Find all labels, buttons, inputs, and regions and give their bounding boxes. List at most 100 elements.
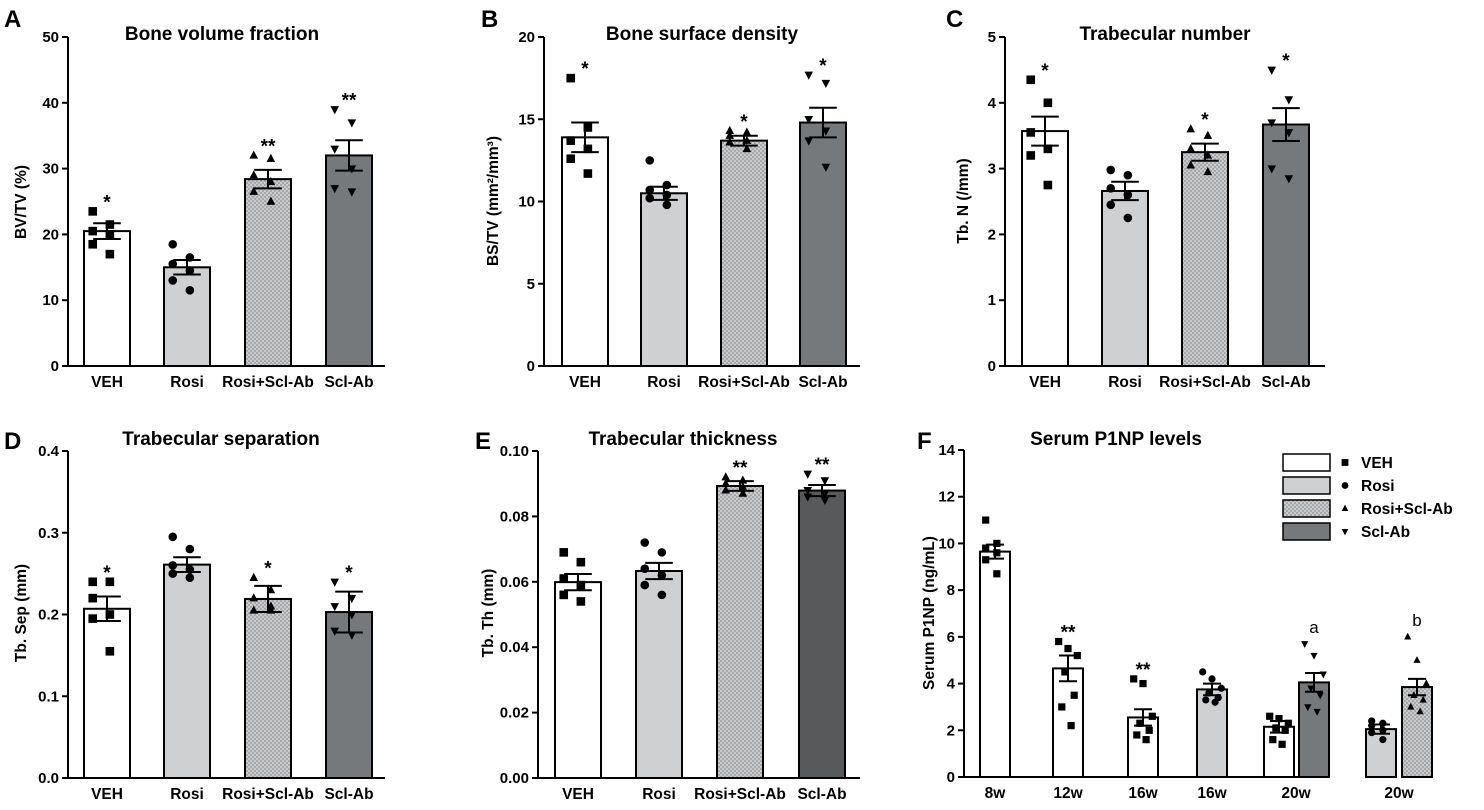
legend-label: Rosi+Scl-Ab: [1361, 501, 1453, 518]
data-point: [1070, 691, 1078, 699]
data-point: [1106, 200, 1116, 210]
bar: [1365, 728, 1397, 778]
significance-label: a: [1309, 618, 1319, 637]
bar: [1401, 686, 1433, 779]
x-tick-label: Rosi+Scl-Ab: [222, 786, 314, 803]
y-tick-label: 0.1: [38, 688, 59, 705]
data-point: [105, 610, 115, 619]
x-tick-label: Rosi: [170, 374, 204, 391]
y-tick-label: 5: [527, 276, 535, 293]
x-tick-label: Scl-Ab: [324, 374, 373, 391]
data-point: [1055, 637, 1063, 646]
bar: [1181, 151, 1229, 367]
data-point: [347, 188, 357, 197]
chart-title: Trabecular separation: [122, 429, 319, 450]
data-point: [1148, 712, 1156, 720]
y-tick-label: 2: [988, 226, 996, 243]
data-point: [645, 193, 655, 203]
data-point: [1130, 675, 1138, 683]
bar: [244, 597, 292, 780]
data-point: [249, 186, 259, 195]
y-tick-label: 5: [988, 29, 996, 46]
data-point: [185, 253, 195, 262]
data-point: [662, 190, 672, 200]
data-point: [820, 490, 830, 499]
data-point: [803, 470, 813, 479]
data-point: [1284, 175, 1294, 184]
data-point: [559, 548, 569, 557]
data-point: [105, 577, 115, 587]
panel-label: C: [946, 6, 963, 33]
data-point: [982, 516, 990, 524]
data-point: [576, 557, 586, 567]
legend-marker: [1341, 528, 1349, 536]
data-point: [1284, 96, 1294, 105]
significance-label: *: [581, 59, 589, 80]
data-point: [1407, 702, 1415, 710]
data-point: [738, 488, 748, 497]
x-tick-label: Rosi+Scl-Ab: [698, 374, 790, 391]
data-point: [1404, 632, 1412, 640]
data-point: [1136, 719, 1144, 727]
data-point: [266, 196, 276, 205]
significance-label: **: [1136, 660, 1151, 681]
data-point: [576, 580, 586, 590]
data-point: [1284, 719, 1292, 727]
data-point: [1203, 130, 1213, 139]
data-point: [583, 169, 593, 178]
data-point: [1208, 675, 1216, 683]
y-tick-label: 50: [42, 29, 59, 46]
data-point: [820, 477, 830, 486]
data-point: [1379, 726, 1387, 734]
data-point: [1203, 166, 1213, 176]
data-point: [1416, 707, 1424, 715]
data-point: [266, 153, 276, 162]
y-tick-label: 15: [518, 111, 535, 128]
data-point: [1319, 671, 1327, 679]
chart-title: Serum P1NP levels: [1030, 429, 1202, 450]
data-point: [1272, 724, 1280, 732]
bar: [640, 192, 688, 367]
y-tick-label: 12: [938, 489, 955, 506]
legend-swatch: [1282, 499, 1331, 518]
data-point: [657, 570, 667, 580]
data-point: [742, 143, 752, 153]
data-point: [347, 611, 357, 620]
data-point: [330, 145, 340, 154]
data-point: [1186, 143, 1196, 153]
data-point: [88, 593, 98, 603]
data-point: [566, 154, 576, 164]
data-point: [266, 176, 276, 185]
y-tick-label: 0.08: [500, 508, 529, 525]
bar: [554, 581, 602, 780]
x-tick-label: VEH: [569, 374, 601, 391]
data-point: [266, 605, 276, 614]
data-point: [347, 119, 357, 128]
data-point: [185, 544, 195, 554]
data-point: [821, 79, 831, 89]
data-point: [1064, 644, 1072, 653]
y-tick-label: 4: [947, 676, 956, 693]
data-point: [662, 200, 672, 210]
data-point: [1419, 695, 1427, 703]
y-tick-label: 1: [988, 292, 996, 309]
panel-e: E Trabecular thickness Tb. Th (mm) 0.00 0.02…: [475, 428, 860, 803]
data-point: [1211, 698, 1219, 706]
y-tick-label: 0.00: [500, 770, 529, 787]
data-point: [1379, 719, 1387, 727]
y-tick-label: 8: [947, 582, 955, 599]
bar: [720, 139, 768, 367]
data-point: [330, 106, 340, 115]
data-point: [721, 472, 731, 481]
y-tick-label: 10: [42, 292, 59, 309]
data-point: [820, 496, 830, 505]
data-point: [168, 561, 178, 570]
x-tick-label: 20w: [1281, 785, 1311, 802]
data-point: [185, 266, 195, 275]
data-point: [725, 137, 735, 146]
data-point: [347, 594, 357, 604]
data-point: [330, 603, 340, 612]
data-point: [721, 478, 731, 487]
data-point: [249, 170, 259, 179]
